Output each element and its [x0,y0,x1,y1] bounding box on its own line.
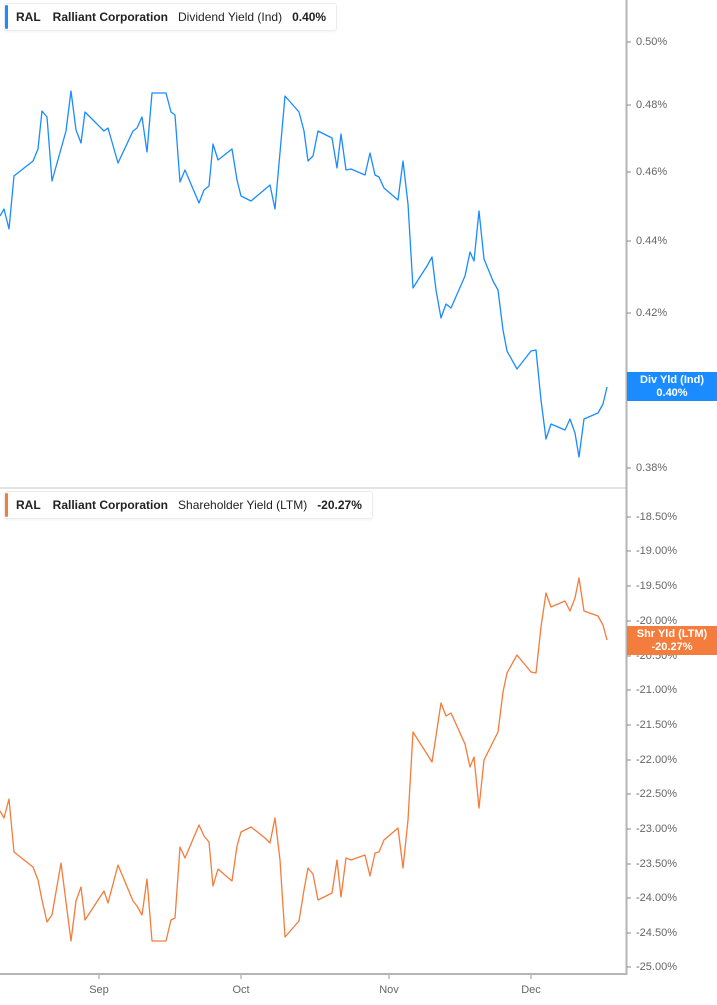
dividend-yield-line[interactable] [0,90,608,458]
x-tick-label: Oct [232,984,250,996]
x-tick-marks [98,975,532,979]
y-tick-label: -24.00% [636,892,677,904]
legend-metric: Dividend Yield (Ind) [178,10,283,24]
legend-company: Ralliant Corporation [52,498,169,512]
y-tick-label: 0.48% [636,99,668,111]
y-tick-label: -21.50% [636,719,677,731]
legend-ticker: RAL [16,498,41,512]
y-tick-label: -23.00% [636,823,677,835]
y-tick-label: -23.50% [636,858,677,870]
x-tick-label: Nov [379,984,399,996]
y-tick-label: 0.44% [636,235,668,247]
legend-ticker: RAL [16,10,41,24]
legend-metric: Shareholder Yield (LTM) [178,498,308,512]
shareholder-yield-value-tag: Shr Yld (LTM) -20.27% [627,626,717,655]
x-tick-label: Dec [521,984,541,996]
top-legend[interactable]: RAL Ralliant Corporation Dividend Yield … [4,3,338,31]
tag-value: 0.40% [656,386,688,399]
tag-label: Div Yld (Ind) [640,373,704,386]
y-tick-label: 0.46% [636,166,668,178]
y-tick-label: -22.50% [636,788,677,800]
y-tick-label: -25.00% [636,961,677,973]
y-tick-label: -19.00% [636,545,677,557]
series-color-marker [5,493,8,517]
y-tick-label: 0.42% [636,307,668,319]
y-tick-label: -21.00% [636,684,677,696]
legend-company: Ralliant Corporation [52,10,169,24]
shareholder-yield-line[interactable] [0,577,608,942]
y-tick-label: -19.50% [636,580,677,592]
y-tick-label: 0.38% [636,462,668,474]
y-tick-label: -22.00% [636,754,677,766]
series-color-marker [5,5,8,29]
y-tick-label: -20.00% [636,615,677,627]
tag-label: Shr Yld (LTM) [636,627,708,640]
dividend-yield-value-tag: Div Yld (Ind) 0.40% [627,372,717,401]
tag-value: -20.27% [651,640,693,653]
y-tick-label: -18.50% [636,511,677,523]
legend-value: 0.40% [292,10,327,24]
y-tick-label: 0.50% [636,36,668,48]
y-tick-label: -24.50% [636,927,677,939]
y-tick-marks [627,41,631,968]
x-tick-label: Sep [89,984,109,996]
bottom-legend[interactable]: RAL Ralliant Corporation Shareholder Yie… [4,491,373,519]
legend-value: -20.27% [317,498,362,512]
